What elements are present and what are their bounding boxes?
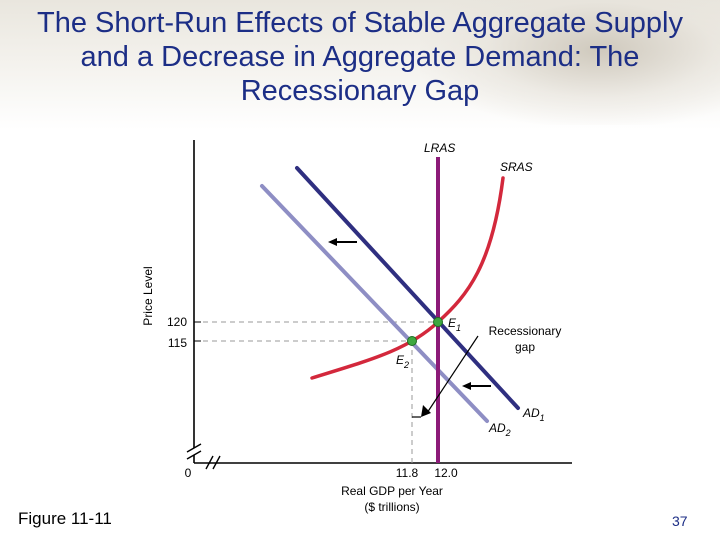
equilibrium-e2-point [407, 336, 417, 346]
gap-pointer-line [426, 335, 479, 414]
e2-label: E2 [396, 353, 409, 370]
price-tick-label-115: 115 [168, 336, 187, 350]
x-axis-label-line2: ($ trillions) [364, 500, 419, 514]
x-axis-label-line1: Real GDP per Year [341, 484, 443, 498]
sras-curve [310, 176, 505, 380]
ad2-curve [260, 184, 489, 423]
ad2-label: AD2 [488, 421, 511, 438]
gap-label-line1: Recessionary [489, 324, 562, 338]
gdp-tick-label-11-8: 11.8 [396, 466, 419, 480]
gap-label-line2: gap [515, 340, 535, 354]
ad1-label: AD1 [522, 406, 545, 423]
figure-label: Figure 11-11 [18, 509, 112, 528]
e1-label: E1 [448, 316, 461, 333]
equilibrium-e1-point [433, 317, 443, 327]
ad1-curve [295, 166, 520, 410]
lras-label: LRAS [424, 141, 455, 155]
origin-label: 0 [185, 466, 192, 480]
shift-arrowhead-upper [328, 238, 337, 246]
sras-label: SRAS [500, 160, 533, 174]
header-decorative-photo [420, 0, 720, 125]
price-tick-label-120: 120 [167, 315, 187, 329]
x-axis-break [205, 455, 221, 470]
slide-title: The Short-Run Effects of Stable Aggregat… [37, 7, 683, 107]
gdp-tick-label-12-0: 12.0 [434, 466, 458, 480]
y-axis-label: Price Level [141, 266, 155, 325]
shift-arrowhead-lower [462, 382, 471, 390]
page-number: 37 [672, 513, 688, 529]
gap-pointer-arrowhead [421, 405, 431, 417]
